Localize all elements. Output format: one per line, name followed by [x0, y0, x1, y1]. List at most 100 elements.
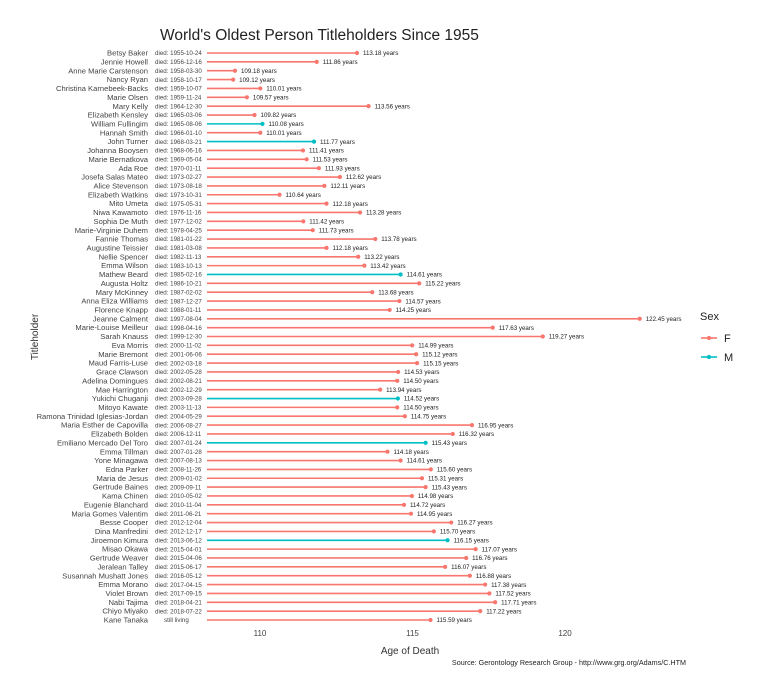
- died-label: died: 1965-03-06: [155, 112, 202, 119]
- row: Ada Roe died: 1970-01-11 111.93 years: [118, 164, 359, 173]
- titleholder-name: Gertrude Weaver: [90, 554, 149, 563]
- died-label: died: 1958-03-30: [155, 68, 202, 75]
- lollipop-point: [449, 520, 454, 525]
- lollipop-point: [395, 396, 400, 401]
- row: Jiroemon Kimura died: 2013-06-12 116.15 ye…: [91, 536, 489, 545]
- lollipop-point: [417, 281, 422, 286]
- died-label: died: 1975-05-31: [155, 201, 202, 208]
- row: Florence Knapp died: 1988-01-11 114.25 yea…: [94, 306, 431, 315]
- row: Emma Morano died: 2017-04-15 117.38 years: [98, 580, 526, 589]
- legend-key-point: [706, 335, 712, 341]
- titleholder-name: Eugenie Blanchard: [84, 500, 148, 509]
- row: Mary Kelly died: 1964-12-30 113.56 years: [113, 102, 410, 111]
- row: Sarah Knauss died: 1999-12-30 119.27 years: [100, 332, 584, 341]
- died-label: died: 1968-06-16: [155, 148, 202, 155]
- age-label: 116.88 years: [476, 573, 511, 580]
- age-label: 113.22 years: [364, 254, 399, 261]
- died-label: died: 2007-01-24: [155, 440, 202, 447]
- died-label: died: 1978-04-25: [155, 227, 202, 234]
- died-label: died: 1973-02-27: [155, 174, 202, 181]
- y-axis-label: Titleholder: [30, 313, 41, 360]
- died-label: died: 2011-06-21: [155, 511, 202, 518]
- row: Nabi Tajima died: 2018-04-21 117.71 years: [108, 598, 536, 607]
- titleholder-name: Augustine Teissier: [87, 244, 149, 253]
- age-label: 111.53 years: [313, 157, 348, 164]
- titleholder-name: Marie Olsen: [107, 93, 148, 102]
- died-label: died: 2004-05-29: [155, 413, 202, 420]
- lollipop-point: [450, 431, 455, 437]
- died-label: died: 1981-03-08: [155, 245, 202, 252]
- died-label: died: 2017-04-15: [155, 582, 202, 589]
- lollipop-point: [428, 617, 433, 623]
- titleholder-name: Fannie Thomas: [95, 235, 148, 244]
- lollipop-point: [310, 228, 315, 233]
- died-label: died: 2018-07-22: [155, 608, 202, 615]
- lollipop-point: [487, 591, 492, 596]
- lollipop-point: [258, 86, 263, 91]
- titleholder-name: Niwa Kawamoto: [93, 208, 148, 217]
- died-label: died: 1970-01-11: [155, 165, 202, 172]
- age-label: 116.32 years: [459, 431, 494, 438]
- died-label: died: 2009-09-11: [155, 484, 202, 491]
- age-label: 117.22 years: [486, 608, 521, 615]
- age-label: 110.64 years: [286, 192, 321, 199]
- lollipop-point: [277, 192, 282, 197]
- died-label: died: 2006-12-11: [155, 431, 202, 438]
- titleholder-name: Chiyo Miyako: [102, 607, 148, 616]
- age-label: 116.07 years: [451, 564, 486, 571]
- age-label: 109.12 years: [239, 77, 275, 84]
- chart-title: World's Oldest Person Titleholders Since…: [160, 27, 479, 44]
- titleholder-name: Sophia De Muth: [94, 217, 148, 226]
- lollipop-point: [482, 582, 488, 587]
- rows: Betsy Baker died: 1955-10-24 113.18 years J…: [37, 49, 682, 625]
- row: Nellie Spencer died: 1982-11-13 113.22 yea…: [99, 252, 400, 261]
- row: Besse Cooper died: 2012-12-04 116.27 years: [100, 518, 493, 527]
- age-label: 109.18 years: [241, 68, 277, 75]
- lollipop-point: [637, 316, 642, 321]
- row: Anna Eliza Williams died: 1987-12-27 114.5…: [81, 297, 440, 306]
- titleholder-name: Susannah Mushatt Jones: [62, 571, 148, 580]
- lollipop-point: [357, 210, 363, 215]
- lollipop-point: [370, 290, 375, 295]
- lollipop-point: [258, 130, 263, 135]
- age-label: 114.52 years: [404, 396, 439, 403]
- lollipop-point: [423, 440, 428, 445]
- lollipop-point: [419, 476, 425, 481]
- row: Josefa Salas Mateo died: 1973-02-27 112.62…: [81, 173, 381, 182]
- died-label: died: 1955-10-24: [155, 50, 202, 57]
- titleholder-name: Maria de Jesus: [97, 474, 149, 483]
- lollipop-point: [443, 564, 448, 569]
- died-label: died: 1973-08-18: [155, 183, 202, 190]
- died-label: died: 1973-10-31: [155, 192, 202, 199]
- age-label: 117.71 years: [501, 599, 536, 606]
- age-label: 109.57 years: [253, 94, 289, 101]
- titleholder-name: Jiroemon Kimura: [91, 536, 149, 545]
- titleholder-name: Mitoyo Kawate: [98, 403, 148, 412]
- titleholder-name: Nancy Ryan: [107, 75, 148, 84]
- titleholder-name: Gertrude Baines: [93, 483, 148, 492]
- lollipop-point: [301, 219, 306, 224]
- row: Chiyo Miyako died: 2018-07-22 117.22 years: [102, 607, 521, 616]
- died-label: died: 2015-06-17: [155, 564, 202, 571]
- row: Elizabeth Kensley died: 1965-03-06 109.82 …: [88, 111, 297, 120]
- age-label: 114.72 years: [410, 502, 445, 509]
- died-label: died: 1988-01-11: [155, 307, 202, 314]
- died-label: died: 1982-11-13: [155, 254, 202, 261]
- row: Marie Bernatkova died: 1969-05-04 111.53 y…: [88, 155, 347, 164]
- titleholder-name: Emma Morano: [98, 580, 148, 589]
- lollipop-point: [396, 369, 401, 375]
- row: Mathew Beard died: 1985-02-16 114.61 years: [99, 270, 442, 279]
- lollipop-point: [231, 77, 236, 82]
- age-label: 112.18 years: [332, 245, 367, 252]
- lollipop-point: [467, 573, 472, 578]
- row: Ramona Trinidad Iglesias-Jordan died: 200…: [37, 412, 447, 421]
- age-label: 116.76 years: [472, 555, 507, 562]
- row: Kama Chinen died: 2010-05-02 114.98 years: [102, 492, 453, 501]
- lollipop-point: [378, 387, 383, 392]
- titleholder-name: Christina Karnebeek-Backs: [56, 84, 148, 93]
- lollipop-point: [469, 422, 475, 428]
- legend-label: M: [724, 352, 733, 364]
- row: Kane Tanaka still living 115.59 years: [104, 616, 472, 625]
- lollipop-point: [244, 95, 249, 100]
- age-label: 116.95 years: [478, 422, 513, 429]
